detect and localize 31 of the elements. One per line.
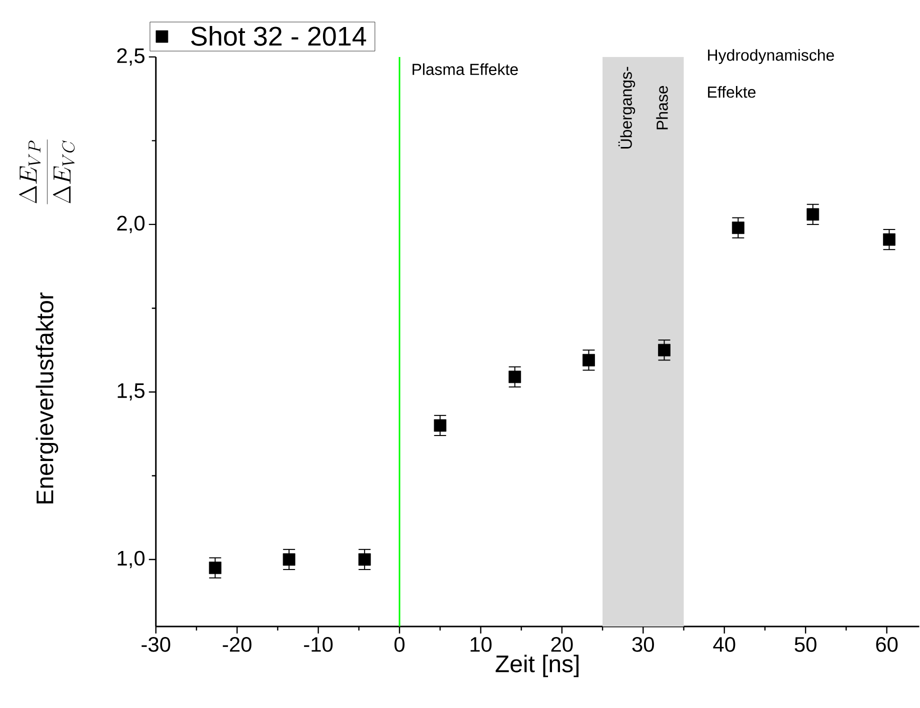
point	[508, 370, 522, 383]
x-tick-label: 60	[876, 636, 898, 652]
x-tick-label: -10	[304, 636, 333, 652]
text: $\frac{\Delta E_{VP}}{\Delta E_{VC}}$	[19, 139, 75, 204]
text: Hydrodynamische Effekte	[708, 48, 834, 98]
point	[883, 233, 896, 246]
x-tick-label: 30	[632, 636, 654, 652]
y-axis-title: Energieverlustfaktor	[36, 292, 58, 504]
point	[582, 354, 595, 366]
point	[358, 553, 371, 566]
y-tick-label: 1,0	[118, 550, 145, 568]
y-tick-label: 2,5	[117, 48, 144, 66]
x-tick-label: 40	[713, 636, 736, 652]
x-axis-title: Zeit [ns]	[496, 654, 578, 677]
x-tick-label: -20	[222, 636, 252, 652]
point	[282, 553, 296, 566]
point	[658, 344, 670, 356]
x-tick-label: 50	[794, 636, 816, 652]
text: Übergangs- Phase	[618, 66, 668, 148]
y-tick-label: 1,5	[118, 383, 144, 400]
point	[434, 419, 446, 432]
x-tick-label: 20	[551, 636, 573, 652]
legend-label: Shot 32 - 2014	[191, 26, 366, 46]
x-tick-label: -30	[142, 636, 170, 652]
point	[806, 208, 820, 220]
annotation: Plasma Effekte	[412, 63, 518, 75]
x-tick-label: 10	[470, 636, 492, 652]
point	[732, 221, 744, 234]
x-tick-label: 0	[394, 636, 405, 652]
y-tick-label: 2,0	[117, 216, 145, 233]
point	[208, 561, 222, 574]
